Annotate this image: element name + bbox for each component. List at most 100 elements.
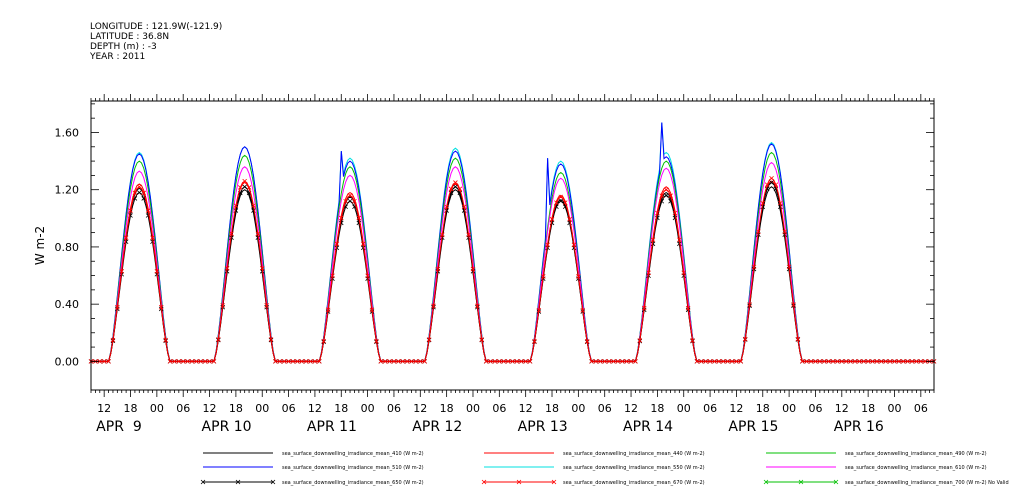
series-marker-7: [409, 359, 414, 364]
series-marker-7: [813, 359, 818, 364]
series-marker-7: [655, 210, 660, 216]
series-marker-7: [251, 203, 256, 208]
series-marker-7: [365, 273, 370, 279]
series-marker-7: [483, 359, 489, 364]
series-marker-7: [760, 200, 766, 206]
y-tick-label: 1.60: [55, 126, 80, 139]
series-marker-7: [418, 359, 423, 364]
series-marker-7: [426, 337, 432, 342]
axes: 12 18 00 06 12 18 00 06 12 18 00 06 12 18 00 06 12 18 00 06…: [33, 94, 935, 435]
series-marker-7: [110, 337, 116, 343]
series-marker-7: [576, 274, 581, 279]
series-marker-7: [821, 359, 827, 364]
series-marker-7: [883, 359, 888, 364]
series-marker-7: [922, 359, 928, 364]
series-marker-7: [391, 359, 397, 364]
series-marker-7: [453, 180, 458, 185]
series-marker-7: [536, 307, 542, 313]
series-marker-7: [857, 359, 862, 364]
x-date-label: APR 10: [202, 419, 252, 435]
series-marker-6: [137, 190, 142, 195]
legend-marker: [551, 479, 557, 485]
series-marker-7: [523, 359, 528, 364]
legend: sea_surface_downwelling_irradiance_mean_…: [200, 451, 1009, 486]
series-marker-7: [312, 359, 318, 364]
series-marker-7: [918, 359, 924, 364]
series-marker-7: [879, 359, 884, 364]
x-hour-tick-label: 06: [914, 402, 928, 415]
series-marker-7: [492, 359, 498, 364]
series-marker-7: [848, 359, 853, 364]
series-marker-6: [650, 241, 656, 247]
x-hour-tick-label: 18: [229, 402, 243, 415]
x-hour-tick-label: 00: [782, 402, 796, 415]
x-hour-tick-label: 06: [492, 402, 506, 415]
series-marker-6: [334, 245, 340, 251]
series-marker-7: [317, 359, 322, 364]
series-marker-7: [299, 359, 305, 364]
series-marker-7: [861, 359, 867, 364]
series-marker-7: [158, 304, 164, 310]
series-marker-7: [202, 359, 208, 364]
series-marker-7: [677, 237, 682, 243]
x-date-label: APR 14: [623, 419, 673, 435]
series-marker-7: [672, 210, 678, 216]
series-marker-7: [470, 266, 476, 272]
series-marker-7: [751, 264, 757, 270]
series-marker-7: [791, 302, 796, 307]
series-marker-7: [378, 359, 384, 364]
series-marker-7: [431, 303, 436, 309]
series-marker-7: [514, 359, 520, 364]
series-marker-7: [154, 269, 160, 274]
series-marker-7: [699, 359, 704, 364]
legend-entry: sea_surface_downwelling_irradiance_mean_…: [282, 480, 424, 486]
series-marker-7: [641, 305, 647, 311]
y-tick-label: 0.40: [55, 298, 80, 311]
series-marker-6: [229, 235, 234, 240]
series-marker-7: [242, 178, 247, 184]
series-marker-7: [163, 337, 168, 343]
series-marker-7: [567, 216, 572, 222]
series-marker-7: [338, 215, 344, 221]
series-marker-7: [308, 359, 313, 364]
series-marker-7: [747, 302, 752, 307]
series-marker-7: [778, 200, 783, 206]
series-marker-7: [475, 303, 480, 309]
series-marker-7: [905, 359, 910, 364]
series-marker-7: [185, 359, 190, 364]
x-hour-tick-label: 18: [650, 402, 664, 415]
series-marker-7: [132, 190, 138, 196]
series-marker-6: [360, 245, 366, 251]
series-marker-7: [887, 359, 893, 364]
series-marker-7: [756, 229, 761, 234]
series-marker-7: [852, 359, 858, 364]
series-marker-7: [835, 359, 840, 364]
x-date-label: APR 13: [518, 419, 568, 435]
series-marker-7: [900, 359, 906, 364]
legend-entry: sea_surface_downwelling_irradiance_mean_…: [845, 480, 1009, 486]
x-hour-tick-label: 12: [97, 402, 111, 415]
series-marker-7: [839, 359, 845, 364]
legend-marker: [798, 479, 804, 485]
series-marker-7: [914, 359, 919, 364]
series-marker-7: [619, 359, 625, 364]
x-hour-tick-label: 00: [255, 402, 269, 415]
series-marker-7: [624, 359, 629, 364]
series-marker-7: [229, 231, 234, 236]
series-marker-7: [382, 359, 388, 364]
series-marker-7: [435, 266, 441, 272]
series-marker-7: [545, 242, 550, 248]
series-marker-7: [198, 359, 204, 364]
series-marker-7: [150, 235, 155, 240]
x-hour-tick-label: 00: [150, 402, 164, 415]
series-marker-7: [119, 269, 125, 274]
series-marker-7: [725, 359, 730, 364]
series-marker-7: [422, 359, 427, 364]
x-hour-tick-label: 06: [176, 402, 190, 415]
series-marker-7: [742, 336, 748, 342]
legend-entry: sea_surface_downwelling_irradiance_mean_…: [563, 451, 705, 457]
series-marker-7: [387, 359, 392, 364]
series-marker-7: [330, 273, 335, 279]
series-line-3: [91, 122, 934, 362]
